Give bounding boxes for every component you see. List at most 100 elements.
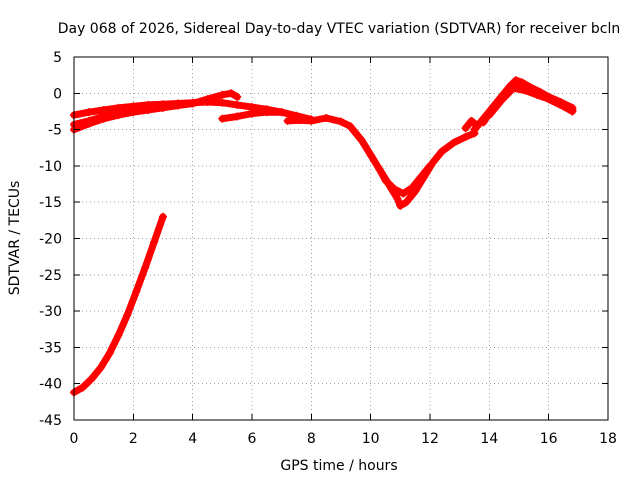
data-point (307, 116, 316, 125)
data-point (381, 176, 390, 185)
data-point (159, 103, 167, 112)
chart-title: Day 068 of 2026, Sidereal Day-to-day VTE… (58, 21, 621, 37)
series-arc-e (283, 113, 479, 210)
data-point (375, 165, 384, 174)
data-point (337, 117, 345, 126)
data-point (417, 172, 426, 181)
series-line (70, 213, 167, 396)
x-axis-label: GPS time / hours (280, 458, 397, 474)
data-point (233, 92, 242, 101)
data-point (114, 331, 123, 340)
data-series (70, 76, 577, 397)
data-point (203, 95, 212, 104)
data-point (218, 98, 227, 107)
data-point (515, 78, 523, 87)
data-point (132, 287, 141, 296)
data-point (408, 183, 417, 192)
x-tick-label: 18 (599, 431, 617, 447)
data-point (283, 116, 292, 125)
data-point (497, 96, 506, 105)
data-point (390, 185, 399, 194)
data-point (461, 124, 470, 133)
data-point (248, 109, 256, 118)
x-tick-label: 4 (188, 431, 197, 447)
y-tick-label: 5 (53, 50, 62, 66)
data-point (233, 100, 242, 109)
y-tick-label: 0 (53, 86, 62, 102)
data-point (366, 151, 375, 160)
x-axis-tick-labels: 0 2 4 6 8 10 12 14 16 18 (70, 431, 617, 447)
data-point (544, 95, 553, 104)
series-arc-k (70, 212, 167, 397)
y-tick-label: -5 (48, 123, 62, 139)
data-point (114, 108, 123, 117)
data-point (449, 138, 458, 147)
y-axis-tick-labels: 5 0 -5 -10 -15 -20 -25 -30 -35 -40 -45 (39, 50, 62, 429)
y-axis-label: SDTVAR / TECUs (7, 181, 23, 296)
data-point (227, 89, 236, 98)
data-point (393, 194, 402, 203)
data-point (295, 116, 304, 125)
y-tick-label: -30 (39, 304, 62, 320)
x-tick-label: 2 (129, 431, 138, 447)
data-point (485, 111, 494, 120)
y-tick-label: -25 (39, 268, 62, 284)
data-point (159, 212, 167, 221)
x-tick-label: 6 (248, 431, 257, 447)
data-point (520, 86, 529, 95)
data-point (556, 100, 565, 109)
data-point (461, 132, 470, 141)
data-point (479, 118, 488, 127)
data-point (173, 101, 182, 110)
data-point (467, 116, 476, 125)
data-point (399, 189, 408, 198)
data-point (105, 349, 114, 358)
data-point (345, 121, 354, 130)
data-point (357, 136, 366, 145)
data-point (96, 363, 105, 372)
data-point (188, 99, 197, 108)
series-line (284, 114, 478, 210)
series-arc-d (218, 108, 286, 123)
data-point (150, 238, 159, 247)
data-point (78, 383, 87, 392)
data-point (509, 84, 518, 93)
data-point (129, 106, 138, 115)
data-point (426, 161, 434, 170)
y-tick-label: -45 (39, 413, 62, 429)
x-tick-label: 14 (480, 431, 498, 447)
x-tick-label: 0 (70, 431, 79, 447)
data-point (218, 114, 227, 123)
y-tick-label: -10 (39, 159, 62, 175)
data-point (141, 263, 150, 272)
data-point (470, 125, 479, 134)
data-point (233, 112, 242, 121)
y-tick-label: -15 (39, 195, 62, 211)
data-point (123, 310, 132, 319)
x-tick-label: 16 (540, 431, 558, 447)
data-point (84, 108, 93, 117)
y-tick-label: -20 (39, 232, 62, 248)
data-point (218, 90, 227, 99)
x-tick-label: 8 (307, 431, 316, 447)
x-tick-label: 12 (421, 431, 439, 447)
data-point (396, 201, 405, 210)
data-point (277, 108, 286, 117)
data-point (568, 105, 577, 114)
data-point (84, 116, 93, 125)
series-arc-f (375, 161, 434, 198)
series-arc-j (485, 84, 577, 120)
axis-ticks (73, 56, 609, 421)
series-arc-c (70, 103, 167, 129)
data-point (532, 90, 541, 99)
data-point (99, 112, 108, 121)
y-tick-label: -35 (39, 340, 62, 356)
data-point (87, 374, 96, 383)
y-tick-label: -40 (39, 377, 62, 393)
data-point (144, 104, 153, 113)
data-point (437, 147, 446, 156)
data-point (322, 113, 331, 122)
data-point (262, 108, 271, 117)
series-line (485, 84, 576, 119)
